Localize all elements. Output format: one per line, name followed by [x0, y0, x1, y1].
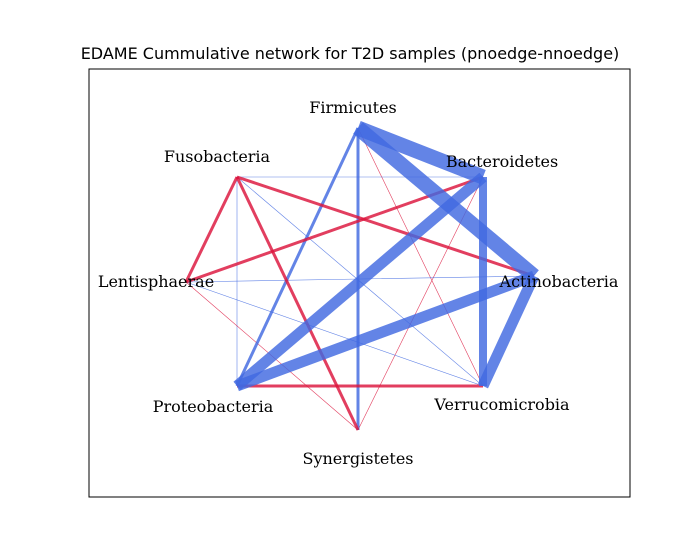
node-label-synergistetes: Synergistetes [303, 449, 414, 468]
node-label-proteobacteria: Proteobacteria [153, 397, 274, 416]
node-label-actinobacteria: Actinobacteria [499, 272, 619, 291]
node-label-firmicutes: Firmicutes [309, 98, 397, 117]
edge-actinobacteria-verrucomicrobia [478, 273, 539, 389]
edge-bacteroidetes-proteobacteria [233, 172, 487, 391]
chart-title: EDAME Cummulative network for T2D sample… [80, 44, 620, 63]
node-label-verrucomicrobia: Verrucomicrobia [433, 395, 570, 414]
edge-actinobacteria-proteobacteria [235, 270, 536, 392]
node-label-fusobacteria: Fusobacteria [164, 147, 271, 166]
node-label-lentisphaerae: Lentisphaerae [98, 272, 214, 291]
edge-firmicutes-proteobacteria [235, 127, 360, 387]
edges-layer [184, 121, 539, 431]
edge-lentisphaerae-fusobacteria [184, 176, 239, 283]
edge-firmicutes-actinobacteria [353, 122, 539, 282]
node-label-bacteroidetes: Bacteroidetes [446, 152, 558, 171]
labels-layer: Firmicutes Bacteroidetes Actinobacteria Ver… [98, 98, 619, 468]
edge-lentisphaerae-verrucomicrobia [185, 281, 484, 387]
edge-firmicutes-verrucomicrobia [357, 127, 484, 387]
plot-frame [88, 68, 631, 498]
edge-synergistetes-fusobacteria [235, 176, 360, 431]
